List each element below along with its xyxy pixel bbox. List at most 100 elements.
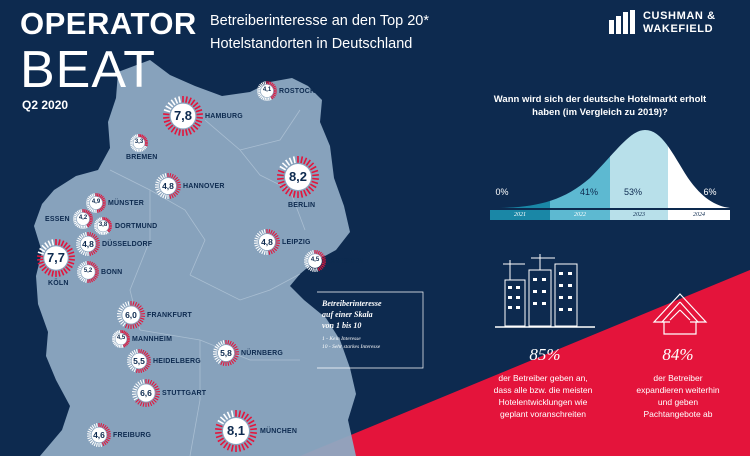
bubble-tick [89,194,93,198]
city-bubble-berlin [277,156,319,198]
bubble-tick [317,250,320,255]
bubble-tick [157,176,162,181]
city-bubble-freiburg [87,423,111,447]
headline: Betreiberinteresse an den Top 20* Hotels… [210,10,510,56]
bubble-tick [51,239,55,246]
bubble-tick [261,229,264,235]
city-bubble-hamburg [163,96,203,136]
bubble-tick [321,264,325,267]
bubble-tick [95,229,99,233]
bubble-tick [151,381,155,386]
bubble-tick [145,364,150,368]
bubble-tick [41,266,47,272]
title-operator: OPERATOR [20,6,197,41]
bubble-tick [163,119,171,123]
bubble-tick [126,341,130,344]
city-value: 5,5 [133,355,145,366]
bubble-tick [129,352,134,356]
city-label: DÜSSELDORF [102,241,153,248]
bubble-tick [275,244,280,247]
bubble-tick [95,219,99,223]
bubble-tick [320,253,324,257]
bubble-tick [99,194,103,198]
bubble-tick [279,165,287,171]
bubble-tick [167,102,174,108]
bubble-tick [135,349,138,354]
bubble-tick [122,330,126,334]
bubble-tick [83,278,86,283]
bubble-tick [217,342,222,347]
bubble-tick [178,129,181,136]
pct-2022: 41% [579,187,598,197]
bubble-tick [76,239,81,243]
bubble-tick [142,402,145,407]
bubble-tick [41,244,47,250]
bubble-tick [271,83,275,87]
bubble-tick [137,320,142,325]
bubble-tick [89,261,91,265]
bubble-core [170,103,196,129]
bubble-tick [86,199,90,202]
bubble-tick [93,276,97,280]
bubble-tick [215,434,223,439]
stat-expansion-value: 84% [662,345,694,364]
bubble-tick [215,358,220,363]
bubble-tick [259,95,263,99]
city-bubble-essen [72,209,94,229]
pct-2023: 53% [623,187,642,197]
city-value: 6,6 [140,387,152,398]
bubble-tick [121,330,124,334]
bubble-tick [62,242,68,249]
bubble-tick [277,174,284,177]
bubble-tick [82,232,86,237]
bubble-tick [80,209,83,213]
bubble-tick [124,301,128,307]
bubble-tick [76,245,81,249]
bubble-tick [129,366,134,370]
bubble-tick [118,319,124,323]
bubble-tick [320,265,324,269]
bubble-core [81,265,95,279]
bubble-tick [268,250,271,255]
city-bubble-dresden [304,250,326,272]
bubble-tick [243,413,249,420]
bubble-tick [219,416,226,423]
city-value: 3,3 [134,139,144,146]
bubble-tick [144,144,148,147]
bubble-tick [230,342,235,347]
city-value: 4,6 [93,429,105,440]
city-label: NÜRNBERG [241,350,284,357]
bubble-tick [285,159,291,166]
recovery-curve [490,130,730,220]
bubble-tick [94,227,98,230]
bubble-tick [127,301,130,306]
bubble-tick [134,148,138,152]
city-label: DORTMUND [115,223,158,230]
bubble-tick [80,225,83,229]
bubble-tick [103,217,106,221]
bubble-tick [82,251,86,256]
bubble-tick [112,334,116,337]
bubble-tick [130,144,134,147]
bubble-tick [92,233,96,238]
bubble-core [115,333,127,345]
city-label: BERLIN [288,202,316,209]
bubble-tick [75,211,79,215]
bubble-tick [215,343,220,348]
bubble-core [44,246,68,270]
bubble-tick [85,261,87,265]
bubble-tick [157,191,162,196]
bubble-tick [115,343,118,347]
bubble-tick [47,240,52,247]
bubble-tick [261,249,264,255]
bubble-tick [318,266,322,271]
bubble-tick [151,400,155,405]
bubble-tick [288,157,293,165]
bubble-core [258,233,276,251]
city-label: KÖLN [48,280,69,287]
bubble-tick [258,85,262,89]
bubble-tick [131,136,135,140]
bubble-tick [138,307,144,311]
legend-scale2: 10 - Sehr starkes Interesse [322,344,381,350]
legend-line1: Betreiberinteresse [322,299,382,308]
